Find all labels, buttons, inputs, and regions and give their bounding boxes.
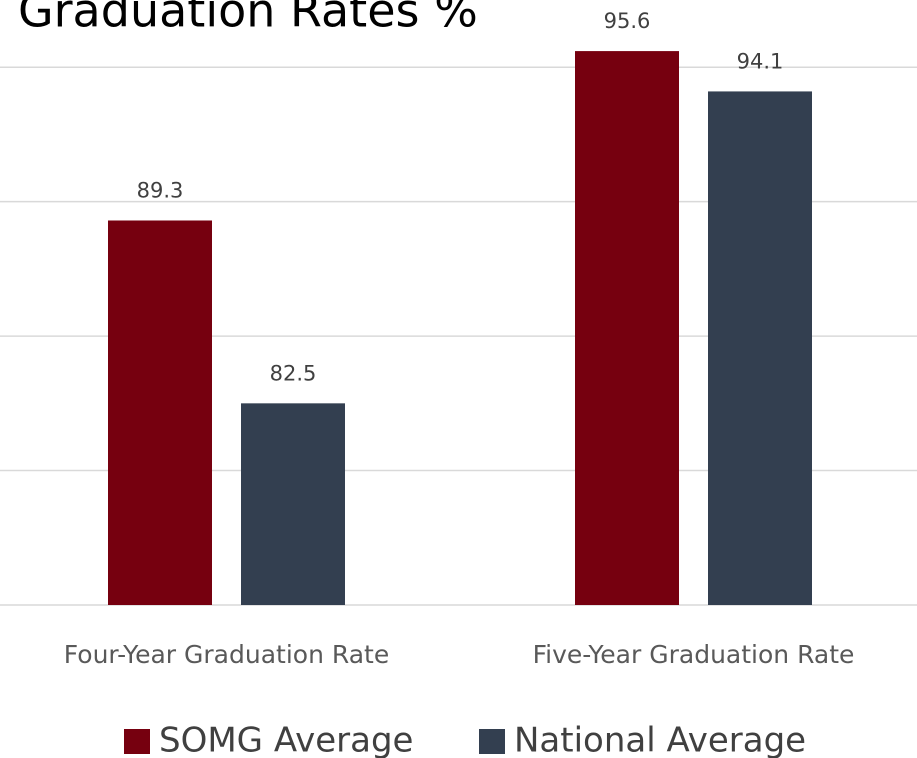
bar [108,220,212,605]
legend-label: SOMG Average [159,721,413,758]
bar [575,51,679,606]
legend-swatch [479,729,505,754]
data-label: 82.5 [270,361,317,385]
x-tick-label: Four-Year Graduation Rate [64,640,389,669]
chart-title: Graduation Rates % [18,0,478,38]
bar [708,91,812,605]
data-label: 94.1 [737,49,784,73]
data-label: 89.3 [137,178,184,202]
x-tick-label: Five-Year Graduation Rate [533,640,855,669]
bar [241,403,345,605]
legend-swatch [124,729,150,754]
legend-label: National Average [514,721,806,758]
data-label: 95.6 [604,9,651,33]
